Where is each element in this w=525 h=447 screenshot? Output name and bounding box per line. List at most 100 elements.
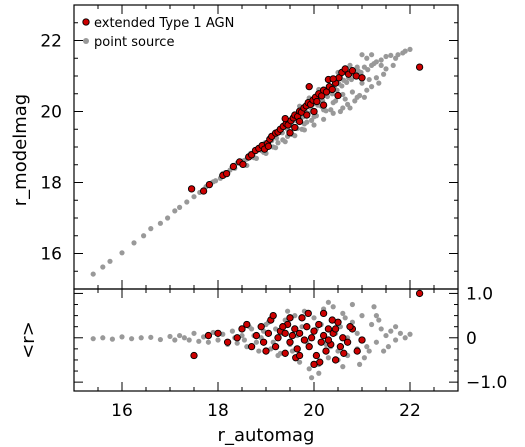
bottom-right-y-tick-label: −1.0 [466,373,507,393]
residual-point-source-point [376,317,382,323]
point-source-point [177,204,183,210]
top-y-tick-label: 16 [40,245,62,265]
residual-point-source-point [366,348,372,354]
agn-point [329,75,337,83]
residual-point-source-point [109,336,115,342]
point-source-point [359,80,365,86]
residual-point-source-point [215,337,221,343]
point-source-point [157,220,163,226]
legend-agn-marker [82,18,90,26]
residual-agn-point [204,331,213,340]
agn-point [187,185,196,193]
point-source-point [378,57,384,63]
residual-agn-point [340,349,348,357]
residual-point-source-point [316,370,322,376]
point-source-point [275,140,281,146]
point-source-point [371,60,377,67]
residual-point-source-point [359,313,365,319]
point-source-point [352,98,358,104]
residual-agn-point [312,351,321,360]
residual-agn-point [322,347,330,355]
point-source-point [299,126,305,132]
top-y-tick-label: 20 [40,103,62,123]
legend-point-source-marker [83,38,89,44]
point-source-point [301,121,307,127]
residual-point-source-point [90,336,96,342]
bottom-panel: 16 18 20 22 1.0 0 −1.0 <r> r_automag [18,284,507,446]
residual-point-source-point [340,364,346,370]
point-source-point [328,107,334,113]
residual-point-source-point [393,337,399,343]
point-source-point [253,155,259,161]
residual-point-source-point [381,348,387,354]
residual-point-source-point [361,355,367,361]
residual-agn-point [331,325,340,333]
residual-agn-point [257,323,265,331]
point-source-point [342,96,348,102]
residual-agn-point [324,336,333,344]
residual-agn-point [317,338,325,346]
point-source-point [107,258,113,264]
point-source-point [321,116,327,122]
bottom-x-tick-label: 20 [303,401,325,421]
residual-point-source-point [177,332,183,339]
residual-point-source-point [357,361,363,367]
residual-agn-point [343,338,352,346]
point-source-point [354,64,360,70]
top-panel: 16 18 20 22 r_modelmag extended Type 1 AGN … [10,4,459,290]
agn-point [205,180,214,189]
residual-point-source-point [196,338,202,344]
point-source-point [388,52,394,59]
residual-agn-point [307,334,316,342]
residual-point-source-point [181,335,187,341]
residual-agn-point [303,323,311,331]
residual-agn-point [310,360,318,369]
residual-point-source-point [297,359,303,365]
agn-point [348,67,357,75]
point-source-point [191,194,197,200]
residual-point-source-point [397,330,403,336]
point-source-point [344,79,350,85]
residual-point-source-point [129,336,135,342]
residual-point-source-point [330,304,336,310]
residual-point-source-point [138,335,144,341]
point-source-point [339,83,345,89]
residual-point-source-point [256,348,262,354]
point-source-point [358,69,364,76]
residual-point-source-point [241,337,247,343]
bottom-points [90,289,424,381]
residual-point-source-point [311,315,317,321]
agn-point [229,162,238,171]
residual-agn-point [305,343,313,351]
agn-point [286,129,294,137]
residual-agn-point [288,331,297,340]
residual-agn-point [353,347,361,355]
residual-point-source-point [285,308,291,314]
top-y-tick-label: 18 [40,174,62,194]
agn-point [222,169,231,178]
residual-agn-point [293,345,301,353]
point-source-point [141,233,147,239]
residual-agn-point [324,325,333,333]
residual-point-source-point [373,313,379,319]
residual-point-source-point [364,344,370,350]
residual-point-source-point [393,324,399,330]
bottom-x-tick-label: 16 [111,401,133,421]
bottom-y-axis-label: <r> [18,321,39,359]
point-source-point [349,89,355,95]
residual-agn-point [291,325,299,333]
residual-point-source-point [191,330,197,336]
residual-point-source-point [402,335,408,341]
agn-point [313,97,321,106]
point-source-point [378,62,384,68]
residual-agn-point [279,323,287,331]
point-source-point [311,114,317,120]
residual-agn-point [298,314,306,322]
residual-point-source-point [148,334,154,340]
agn-point [239,160,247,169]
point-source-point [369,84,375,90]
point-source-point [172,208,178,214]
agn-point [319,101,328,109]
bottom-x-tick-label: 22 [399,401,421,421]
